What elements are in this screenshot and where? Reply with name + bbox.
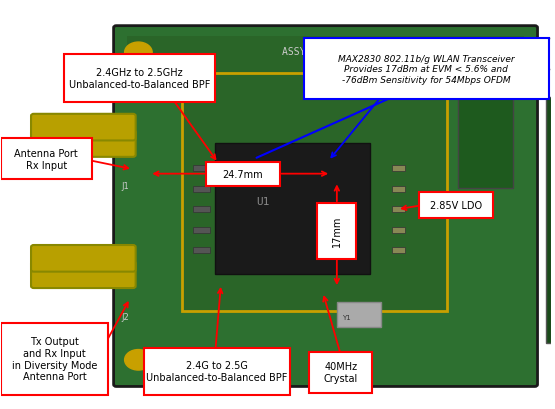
- FancyBboxPatch shape: [336, 303, 381, 327]
- Text: 2.85V LDO: 2.85V LDO: [430, 200, 482, 211]
- Text: J2: J2: [122, 312, 130, 321]
- FancyBboxPatch shape: [215, 143, 370, 274]
- FancyBboxPatch shape: [458, 98, 513, 188]
- FancyBboxPatch shape: [31, 115, 135, 141]
- FancyBboxPatch shape: [194, 186, 210, 192]
- FancyBboxPatch shape: [1, 139, 92, 180]
- FancyBboxPatch shape: [392, 247, 405, 254]
- FancyBboxPatch shape: [317, 203, 356, 259]
- FancyBboxPatch shape: [1, 323, 108, 395]
- FancyBboxPatch shape: [205, 162, 280, 186]
- Text: U1: U1: [257, 196, 270, 207]
- Text: J1: J1: [122, 181, 130, 190]
- FancyBboxPatch shape: [194, 247, 210, 254]
- FancyBboxPatch shape: [375, 39, 422, 70]
- Text: Antenna Port
Rx Input: Antenna Port Rx Input: [14, 149, 78, 170]
- Text: 001: 001: [521, 45, 548, 60]
- FancyBboxPatch shape: [194, 166, 210, 172]
- FancyBboxPatch shape: [392, 207, 405, 213]
- Text: 17mm: 17mm: [332, 216, 342, 247]
- FancyBboxPatch shape: [144, 348, 290, 395]
- FancyBboxPatch shape: [183, 74, 447, 311]
- FancyBboxPatch shape: [194, 227, 210, 233]
- Circle shape: [125, 350, 152, 370]
- Circle shape: [125, 43, 152, 63]
- Text: SERIAL: SERIAL: [441, 47, 476, 57]
- Text: 40MHz
Crystal: 40MHz Crystal: [324, 362, 358, 383]
- Text: Tx Output
and Rx Input
in Diversity Mode
Antenna Port: Tx Output and Rx Input in Diversity Mode…: [12, 337, 97, 381]
- FancyBboxPatch shape: [194, 207, 210, 213]
- FancyBboxPatch shape: [392, 166, 405, 172]
- Text: 2.4G to 2.5G
Unbalanced-to-Balanced BPF: 2.4G to 2.5G Unbalanced-to-Balanced BPF: [146, 360, 287, 382]
- FancyBboxPatch shape: [31, 245, 135, 272]
- FancyBboxPatch shape: [518, 39, 555, 70]
- FancyBboxPatch shape: [64, 55, 215, 102]
- Text: ASSY  REV: ASSY REV: [281, 47, 335, 57]
- FancyBboxPatch shape: [31, 262, 135, 288]
- FancyBboxPatch shape: [114, 27, 538, 387]
- FancyBboxPatch shape: [392, 227, 405, 233]
- Text: 24.7mm: 24.7mm: [223, 169, 263, 179]
- FancyBboxPatch shape: [309, 352, 372, 393]
- FancyBboxPatch shape: [419, 192, 493, 219]
- FancyBboxPatch shape: [31, 131, 135, 157]
- Text: MAX2830 802.11b/g WLAN Transceiver
Provides 17dBm at EVM < 5.6% and
-76dBm Sensi: MAX2830 802.11b/g WLAN Transceiver Provi…: [338, 55, 514, 84]
- FancyBboxPatch shape: [128, 37, 524, 78]
- Text: 1A: 1A: [386, 45, 405, 60]
- FancyBboxPatch shape: [392, 186, 405, 192]
- Text: 2.4GHz to 2.5GHz
Unbalanced-to-Balanced BPF: 2.4GHz to 2.5GHz Unbalanced-to-Balanced …: [69, 68, 210, 90]
- FancyBboxPatch shape: [304, 39, 548, 100]
- Text: Y1: Y1: [342, 314, 351, 320]
- FancyBboxPatch shape: [546, 98, 555, 344]
